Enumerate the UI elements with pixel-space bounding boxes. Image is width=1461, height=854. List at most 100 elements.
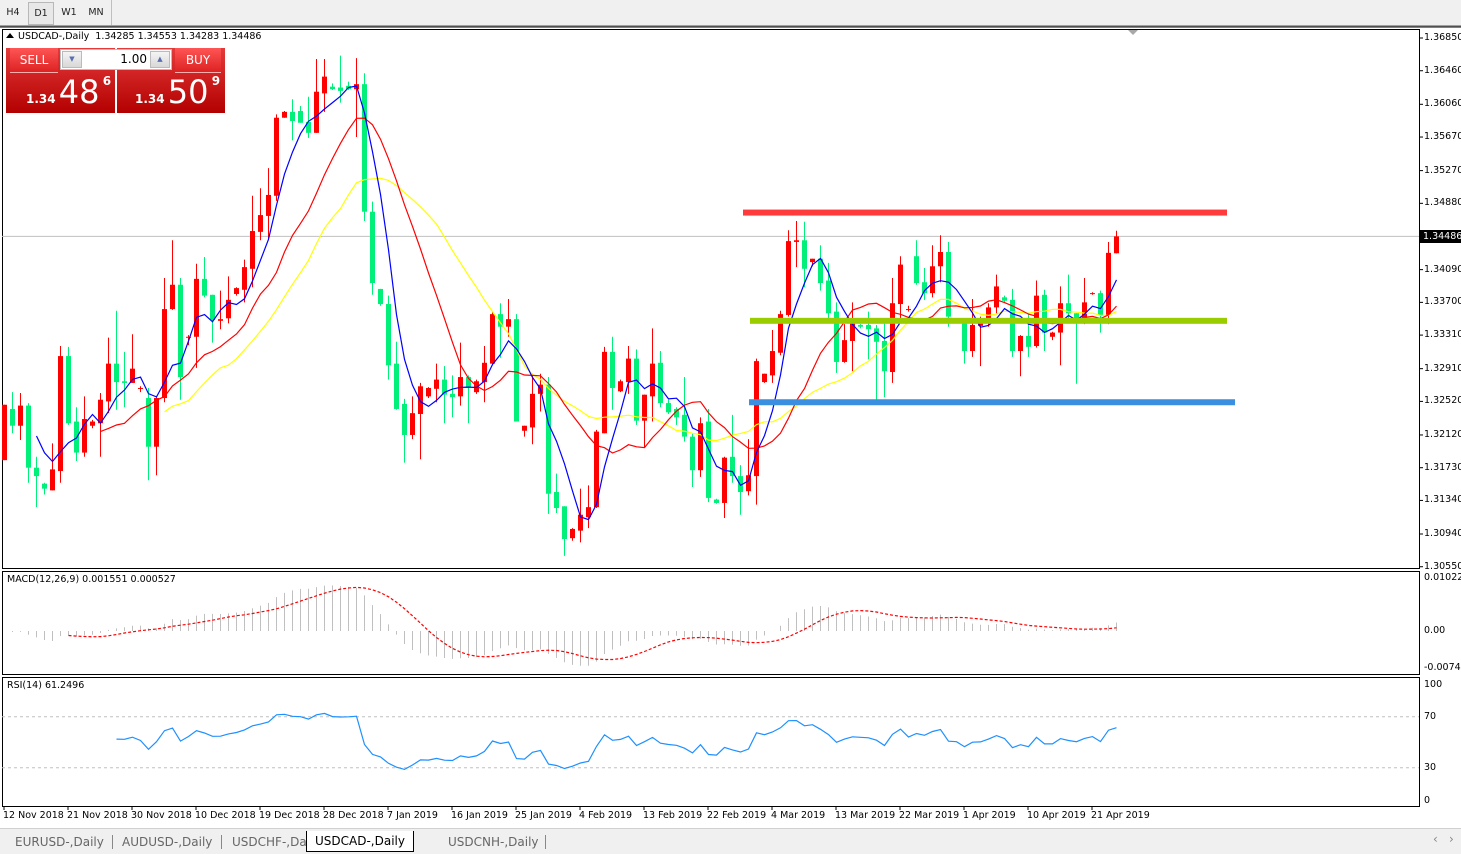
volume-value[interactable]: 1.00: [120, 52, 147, 66]
candle-bear: [210, 294, 215, 320]
candle-bull: [698, 423, 703, 471]
candle-bull: [842, 340, 847, 362]
candle-bear: [442, 379, 447, 395]
candle-bear: [738, 476, 743, 493]
candle-bull: [930, 266, 935, 294]
candle-bull: [482, 362, 487, 383]
sell-price: 1.34 48 6: [26, 73, 111, 111]
timeframe-d1[interactable]: D1: [28, 2, 54, 25]
tab-usdcad[interactable]: USDCAD-,Daily: [306, 831, 414, 852]
candle-bull: [274, 117, 279, 196]
tab-eurusd[interactable]: EURUSD-,Daily: [15, 835, 104, 849]
macd-label: MACD(12,26,9) 0.001551 0.000527: [7, 574, 176, 585]
candle-bear: [1026, 335, 1031, 347]
candle-bull: [18, 405, 23, 426]
candle-bull: [938, 252, 943, 267]
candle-bull: [906, 309, 911, 311]
candle-bear: [610, 351, 615, 388]
price-axis-label: 1.33310: [1424, 329, 1461, 341]
candle-bull: [978, 323, 983, 326]
timeframe-h4[interactable]: H4: [6, 7, 20, 18]
sell-price-fraction: 6: [102, 74, 112, 88]
candle-bull: [1050, 332, 1055, 337]
candle-bear: [450, 393, 455, 398]
candle-bear: [202, 278, 207, 296]
chart-title: USDCAD-,Daily 1.34285 1.34553 1.34283 1.…: [6, 31, 261, 42]
timeframe-toolbar: H4 D1 W1 MN: [0, 0, 1461, 27]
tab-scroll-right-icon[interactable]: ›: [1449, 832, 1454, 846]
candle-bull: [522, 425, 527, 431]
candle-bear: [498, 314, 503, 327]
candle-bear: [42, 483, 47, 489]
tab-divider: [221, 835, 222, 849]
candle-bear: [714, 499, 719, 503]
candle-bull: [418, 386, 423, 414]
tab-usdcnh[interactable]: USDCNH-,Daily: [448, 835, 539, 849]
timeframe-mn[interactable]: MN: [88, 7, 104, 18]
date-axis-label: 21 Nov 2018: [67, 810, 128, 821]
moving-average-fast: [35, 85, 1118, 521]
candle-bear: [298, 111, 303, 123]
candle-bear: [362, 84, 367, 212]
candle-bear: [178, 284, 183, 378]
candle-bear: [290, 111, 295, 122]
date-axis-label: 4 Mar 2019: [771, 810, 826, 821]
candle-bear: [914, 256, 919, 284]
candle-bear: [394, 363, 399, 409]
candle-bear: [1074, 313, 1079, 320]
current-price-label: 1.34486: [1420, 230, 1461, 243]
price-axis-label: 1.31340: [1424, 494, 1461, 506]
candle-bull: [530, 393, 535, 428]
candle-bear: [146, 398, 151, 447]
candle-bull: [1018, 335, 1023, 352]
candle-bear: [122, 381, 127, 383]
volume-decrease-button[interactable]: ▼: [62, 51, 82, 68]
date-axis-label: 7 Jan 2019: [387, 810, 438, 821]
moving-average-slow: [164, 177, 1117, 442]
candle-bull: [1082, 302, 1087, 320]
buy-price: 1.34 50 9: [135, 73, 220, 111]
tab-scroll-left-icon[interactable]: ‹: [1433, 832, 1438, 846]
candle-bull: [434, 379, 439, 389]
rsi-label: RSI(14) 61.2496: [7, 680, 85, 691]
price-axis-label: 1.35270: [1424, 164, 1461, 176]
tab-divider: [112, 835, 113, 849]
candle-bull: [626, 358, 631, 383]
candle-bull: [218, 319, 223, 321]
candle-bear: [562, 506, 567, 540]
candle-bull: [226, 299, 231, 319]
candle-bull: [258, 215, 263, 232]
volume-increase-button[interactable]: ▲: [150, 51, 170, 68]
candle-bull: [594, 431, 599, 508]
main-chart-frame: [2, 29, 1420, 569]
candle-bull: [186, 336, 191, 338]
candle-bear: [466, 377, 471, 388]
candle-bull: [770, 351, 775, 376]
candle-bear: [386, 304, 391, 366]
tab-audusd[interactable]: AUDUSD-,Daily: [122, 835, 213, 849]
date-axis-label: 16 Jan 2019: [451, 810, 508, 821]
collapse-triangle-icon[interactable]: [6, 33, 14, 38]
candle-bear: [946, 252, 951, 317]
candle-bull: [898, 264, 903, 305]
candle-bear: [834, 311, 839, 362]
candle-bear: [826, 280, 831, 314]
horizontal-level-line: [750, 317, 1227, 324]
rsi-line: [116, 712, 1117, 771]
candle-bull: [794, 240, 799, 242]
timeframe-w1[interactable]: W1: [61, 7, 77, 18]
ohlc-readout: 1.34285 1.34553 1.34283 1.34486: [95, 31, 262, 42]
candle-bear: [66, 356, 71, 424]
macd-axis-min: -0.007477: [1424, 662, 1461, 673]
date-axis-label: 12 Nov 2018: [3, 810, 64, 821]
candle-bull: [754, 361, 759, 477]
candle-bear: [114, 363, 119, 383]
horizontal-level-line: [743, 209, 1227, 216]
volume-field[interactable]: ▼ 1.00 ▲: [60, 49, 172, 70]
macd-panel-frame: [2, 571, 1420, 675]
price-axis-label: 1.36060: [1424, 98, 1461, 110]
candle-bull: [90, 421, 95, 426]
price-axis-label: 1.31730: [1424, 461, 1461, 473]
tab-usdchf[interactable]: USDCHF-,Daily: [232, 835, 321, 849]
